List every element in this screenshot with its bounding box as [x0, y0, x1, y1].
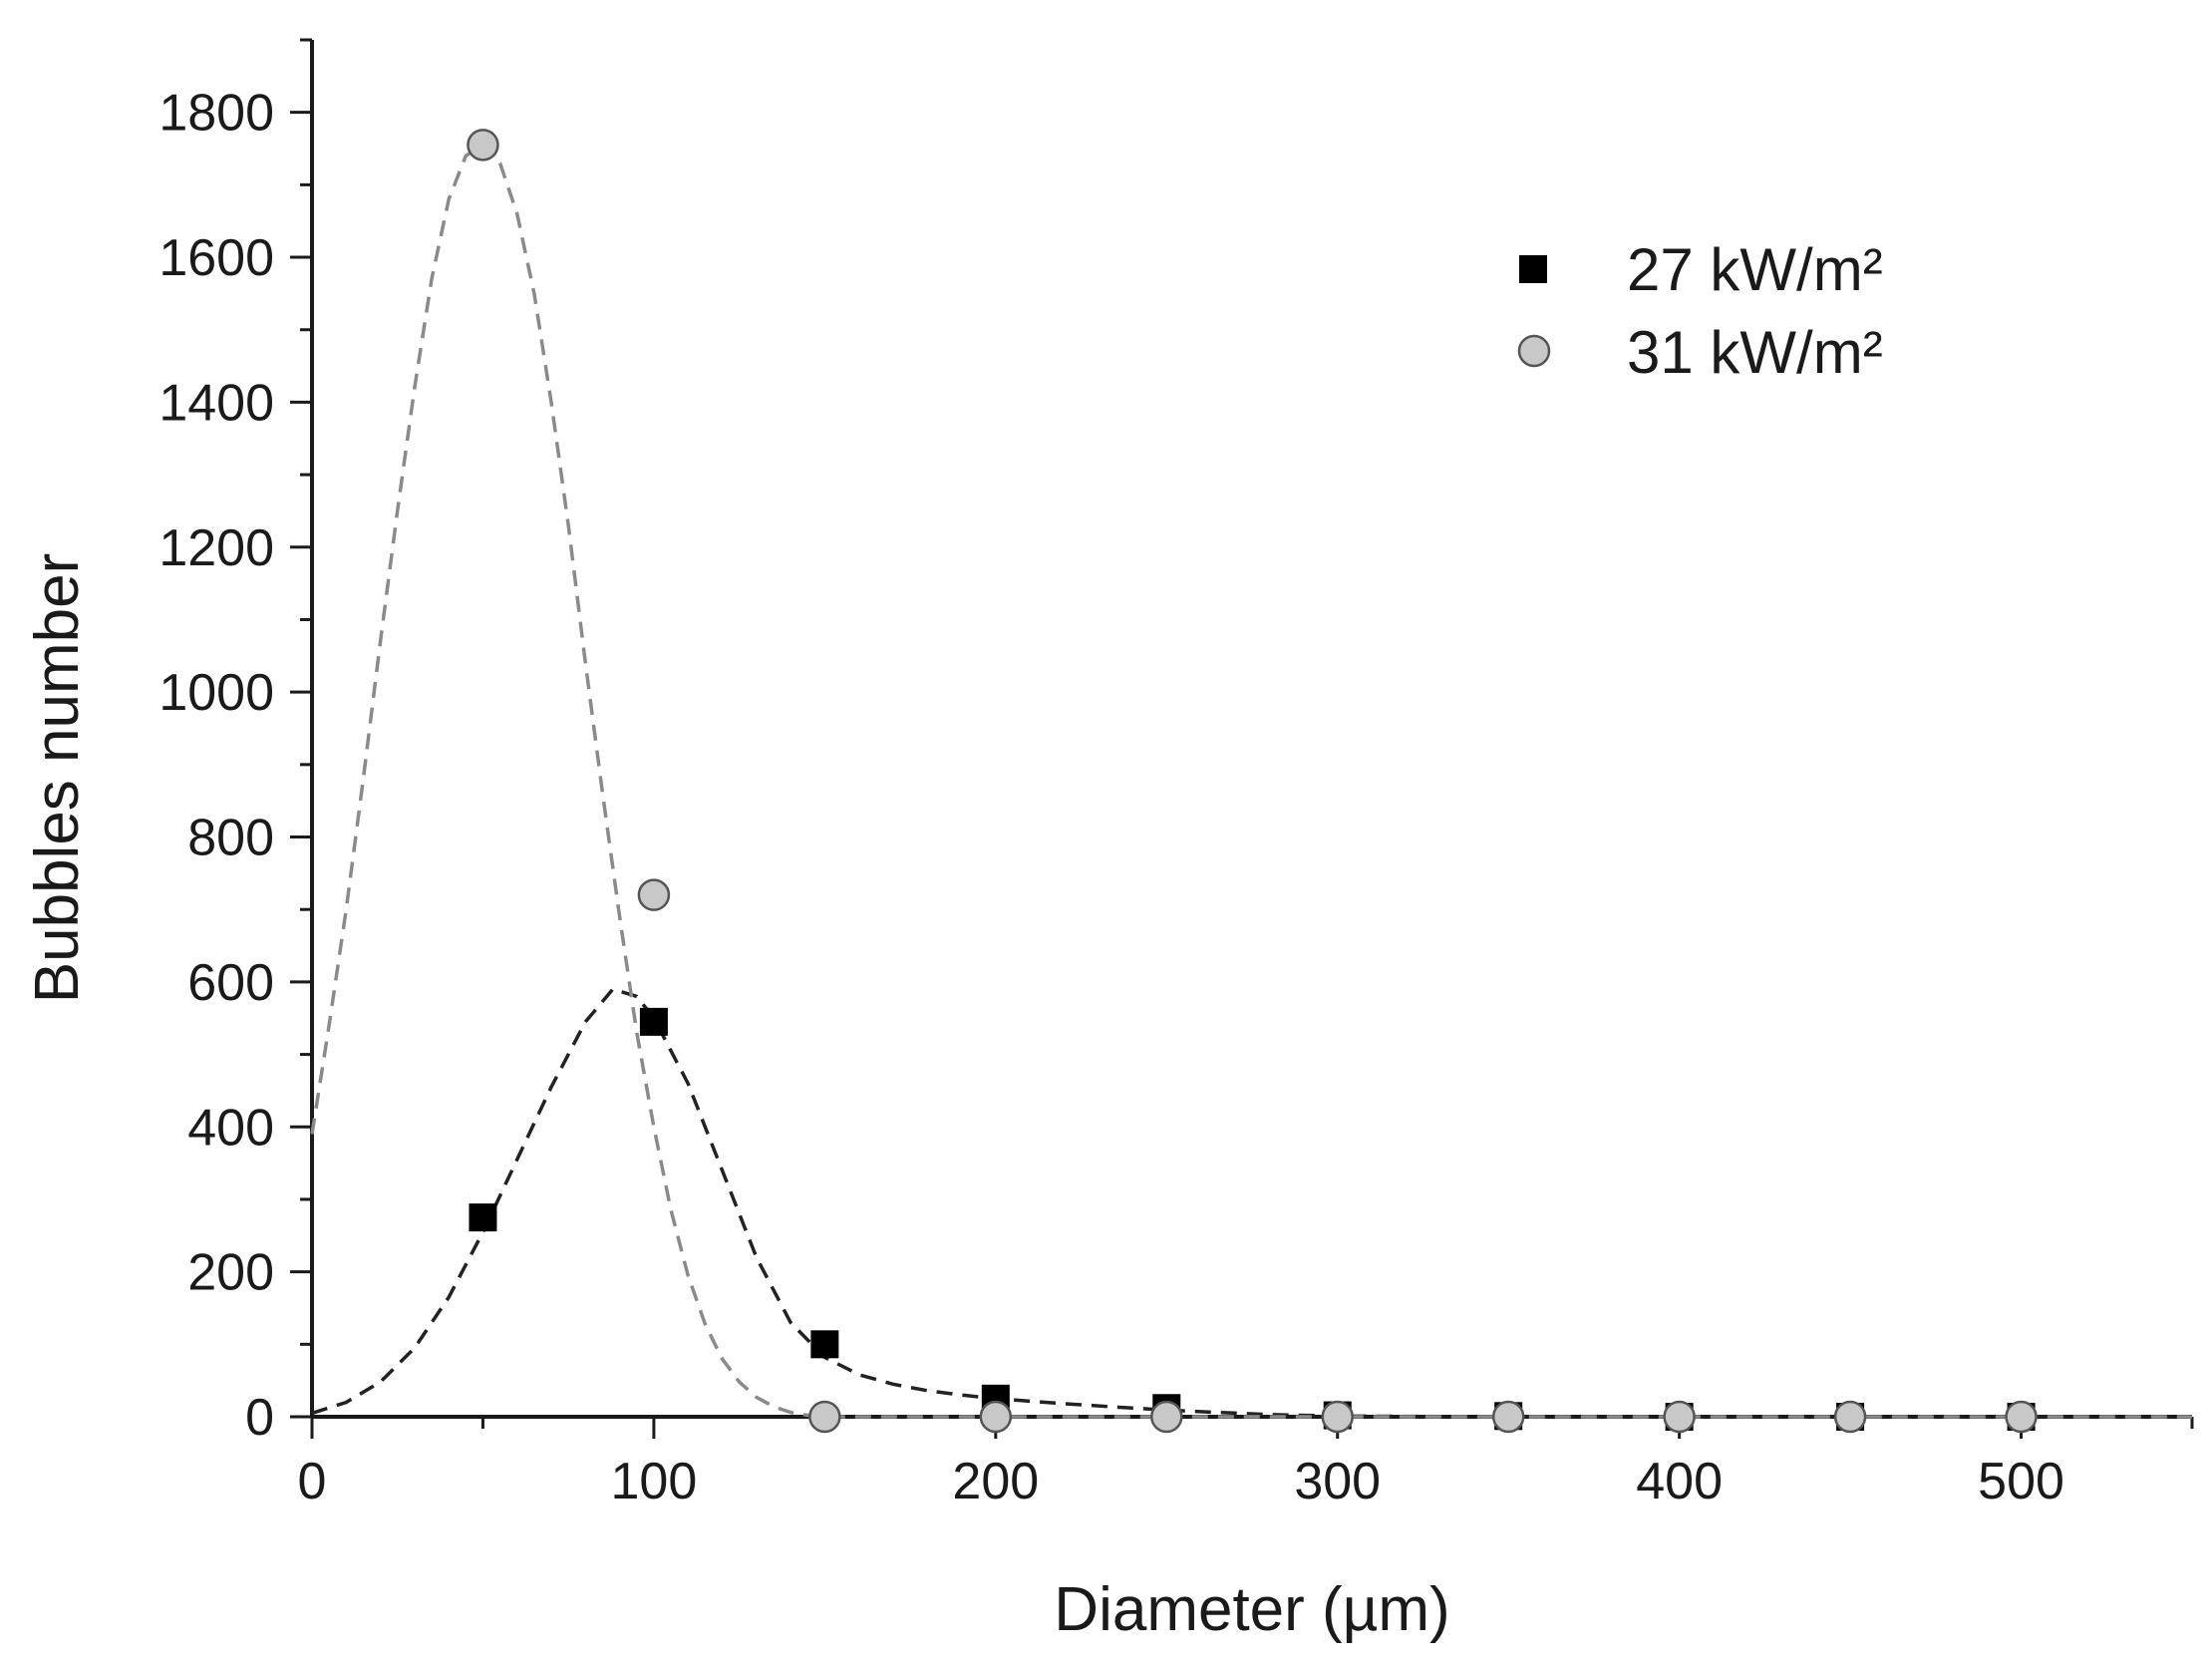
data-point-27kw	[810, 1330, 839, 1359]
data-point-31kw	[467, 129, 499, 162]
y-axis-title: Bubbles number	[23, 553, 92, 1004]
y-tick-label: 1000	[158, 664, 274, 722]
data-point-31kw	[1833, 1400, 1867, 1434]
x-axis-ticks: 0 100 200 300 400 500	[298, 1417, 2194, 1510]
data-point-31kw	[1150, 1400, 1183, 1434]
legend-label-27kw: 27 kW/m²	[1627, 236, 1883, 303]
y-tick-label: 200	[187, 1244, 274, 1302]
y-tick-label: 800	[187, 810, 274, 867]
legend-marker-27kw	[1519, 255, 1547, 283]
data-point-31kw	[637, 878, 671, 911]
legend-marker-31kw	[1517, 334, 1551, 368]
data-point-31kw	[979, 1400, 1013, 1434]
x-tick-label: 300	[1294, 1453, 1381, 1510]
data-point-31kw	[2005, 1400, 2038, 1434]
legend-label-31kw: 31 kW/m²	[1627, 319, 1883, 386]
data-point-27kw	[639, 1007, 668, 1036]
fit-curves	[310, 143, 2192, 1419]
fit-curve-31kw	[310, 143, 2192, 1419]
y-tick-label: 400	[187, 1099, 274, 1157]
data-markers	[467, 129, 2038, 1434]
plot-area: 0 100 200 300 400 500 0 200 400 600 800 1000 1200 14…	[158, 38, 2194, 1510]
fit-curve-27kw	[311, 987, 2192, 1419]
data-point-27kw	[469, 1203, 497, 1232]
y-tick-label: 1600	[158, 229, 274, 287]
y-tick-label: 1400	[158, 374, 274, 432]
x-tick-label: 400	[1636, 1453, 1723, 1510]
data-point-31kw	[1491, 1400, 1525, 1434]
y-tick-label: 1200	[158, 519, 274, 577]
legend: 27 kW/m² 31 kW/m²	[1517, 236, 1883, 386]
x-axis-title: Diameter (µm)	[1054, 1575, 1449, 1644]
data-point-31kw	[1321, 1400, 1354, 1434]
y-axis-ticks: 0 200 400 600 800 1000 1200 1400 1600 1800	[158, 38, 312, 1447]
x-tick-label: 200	[952, 1453, 1039, 1510]
data-point-31kw	[808, 1400, 841, 1434]
data-point-31kw	[1663, 1400, 1696, 1434]
x-tick-label: 500	[1978, 1453, 2064, 1510]
y-tick-label: 0	[245, 1389, 274, 1447]
y-tick-label: 600	[187, 954, 274, 1012]
y-tick-label: 1800	[158, 85, 274, 143]
x-tick-label: 100	[611, 1453, 698, 1510]
x-tick-label: 0	[298, 1453, 327, 1510]
